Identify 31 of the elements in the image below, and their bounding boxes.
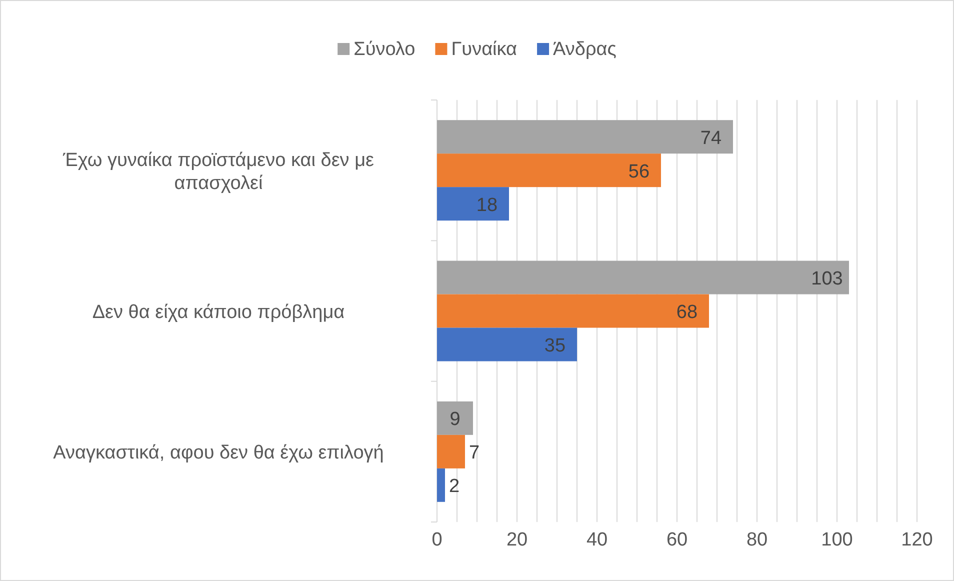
data-label: 103 (811, 268, 843, 290)
data-label: 68 (676, 302, 698, 323)
legend-label: Γυναίκα (451, 39, 518, 60)
bar (437, 120, 733, 154)
legend-label: Σύνολο (354, 39, 416, 60)
y-tick-label: Αναγκαστικά, αφου δεν θα έχω επιλογή (53, 442, 384, 464)
bar (437, 260, 849, 294)
bar (437, 401, 473, 435)
x-tick-label: 60 (666, 529, 688, 550)
data-label: 56 (628, 161, 650, 182)
y-tick-label: Δεν θα είχα κάποιο πρόβλημα (92, 302, 345, 323)
x-tick-label: 40 (586, 529, 608, 550)
bar (437, 154, 661, 188)
bar (437, 187, 509, 221)
y-tick-label: Έχω γυναίκα προϊστάμενο και δεν με απασχολεί (62, 150, 375, 194)
bar (437, 328, 577, 362)
x-tick-label: 0 (432, 529, 442, 550)
data-label: 2 (449, 476, 460, 498)
bar (437, 468, 445, 502)
bar (437, 294, 709, 328)
data-label: 74 (700, 128, 722, 149)
x-tick-label: 100 (821, 529, 853, 550)
x-tick-label: 80 (746, 529, 768, 550)
x-tick-label: 120 (901, 529, 933, 550)
data-label: 18 (476, 194, 498, 216)
x-tick-label: 20 (506, 529, 528, 550)
data-label: 35 (544, 335, 566, 356)
legend-label: Άνδρας (553, 39, 616, 60)
bar (437, 434, 465, 468)
data-label: 9 (450, 409, 460, 430)
data-label: 7 (469, 442, 480, 464)
